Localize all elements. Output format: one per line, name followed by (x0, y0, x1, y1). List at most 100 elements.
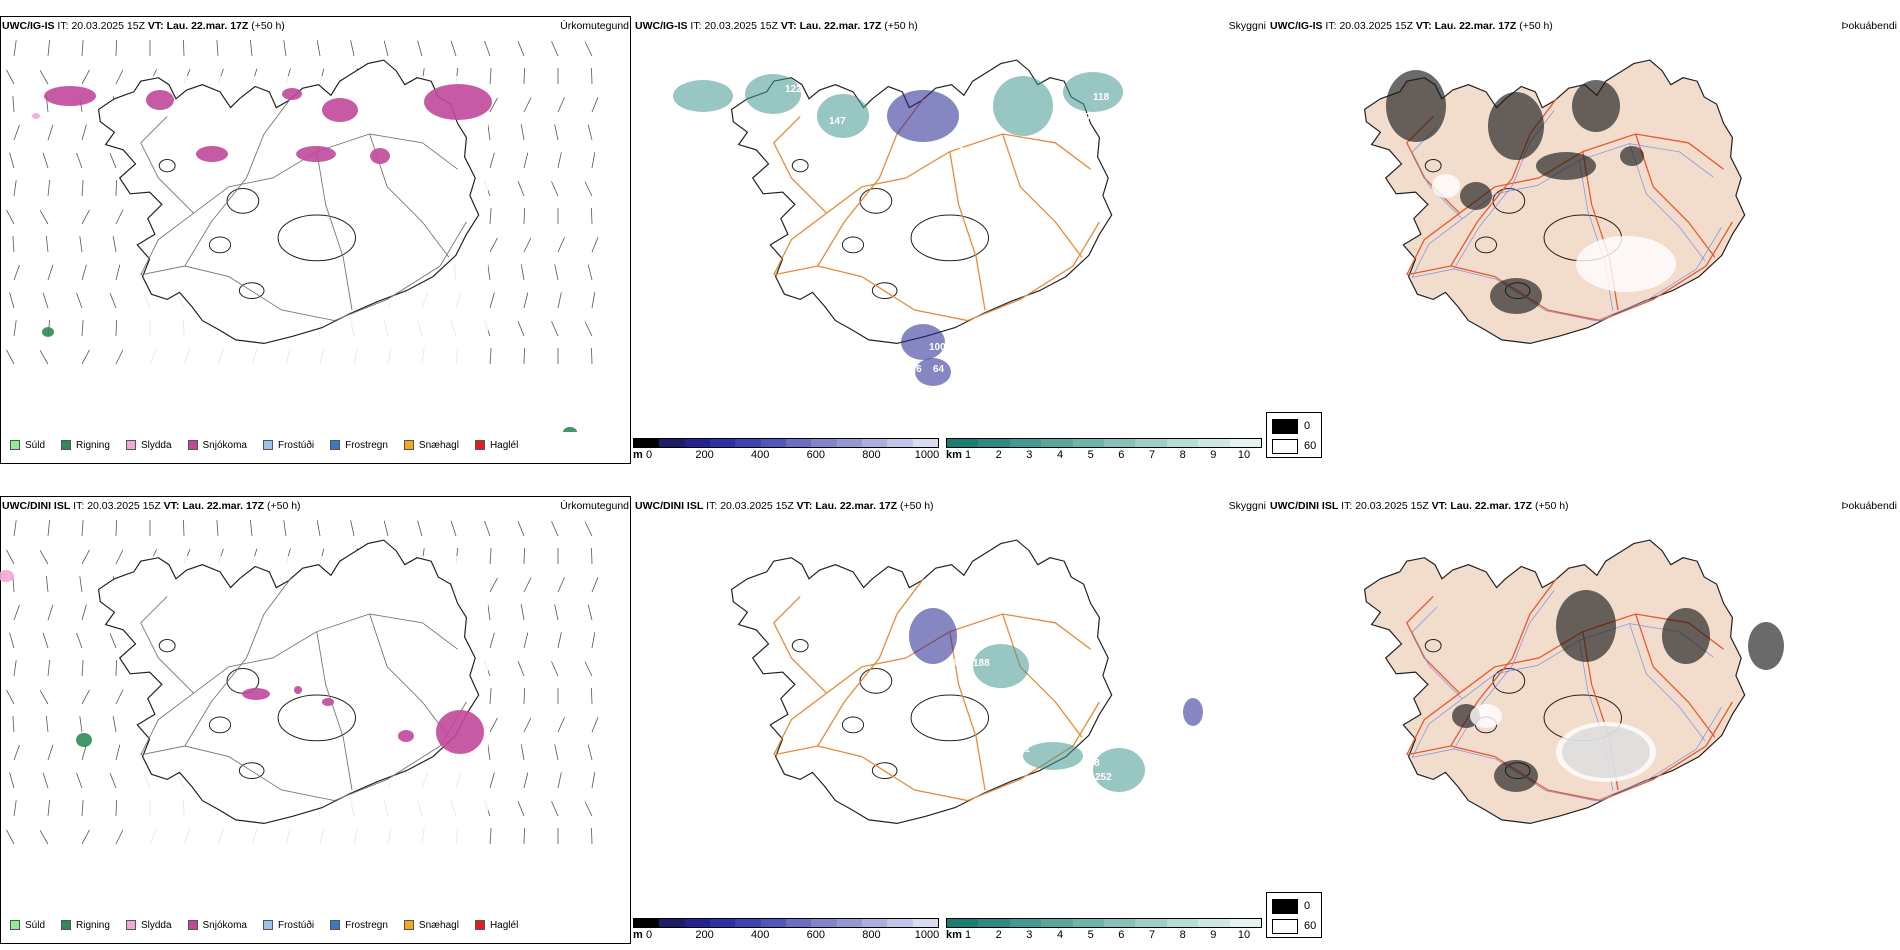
fog-legend-high: 0 (1304, 420, 1311, 432)
colorbar-tick-label: 9 (1210, 449, 1217, 461)
glacier-outline (1474, 236, 1498, 254)
low-visibility-area (915, 358, 951, 386)
fog-legend-low: 60 (1304, 920, 1317, 932)
colorbar-segment (1104, 439, 1136, 447)
wind-barb (520, 124, 525, 141)
fog-panel-row2: UWC/DINI ISL IT: 20.03.2025 15Z VT: Lau.… (1266, 480, 1900, 946)
wind-barb (6, 69, 15, 85)
wind-barb (115, 829, 124, 845)
iceland-coastline (1363, 539, 1746, 825)
wind-barb (489, 97, 498, 113)
fog-index-area (1488, 92, 1544, 160)
wind-barb (45, 716, 49, 733)
visibility-map: 122 147 130 165 118 180 172 105 100 126 64 0 (673, 59, 1162, 399)
wind-barb (383, 520, 389, 537)
colorbar-tick-label: 0 (645, 449, 653, 461)
glacier-outline (871, 282, 898, 300)
colorbar-strip (633, 918, 939, 928)
colorbar-segment (1072, 919, 1105, 927)
wind-barb (115, 549, 124, 565)
road-line (949, 151, 986, 311)
wind-barb (112, 236, 117, 253)
legend-item: Frostregn (330, 920, 388, 931)
wind-barb (249, 520, 253, 537)
colorbar-segment (760, 919, 786, 927)
wind-barb (551, 321, 559, 337)
colorbar-segment (811, 439, 837, 447)
wind-barb (81, 660, 84, 677)
glacier-outline (226, 188, 260, 214)
colorbar-tick-label: 7 (1148, 449, 1156, 461)
fog-index-area (1556, 590, 1616, 662)
wind-barb (489, 688, 492, 705)
legend-item: Súld (10, 440, 45, 451)
road-line (1634, 133, 1716, 258)
colorbar-tick-label: 4 (1056, 929, 1064, 941)
wind-barb (584, 321, 593, 337)
legend-label: Snjókoma (202, 919, 247, 931)
wind-barb (81, 209, 90, 225)
legend-label: Súld (25, 439, 46, 451)
colorbar-tick-label: 9 (1210, 929, 1217, 941)
wind-barb (551, 801, 559, 817)
colorbar-tick-label: 0 (645, 929, 653, 941)
colorbar-tick-label: 5 (1087, 449, 1094, 461)
legend-label: Frostregn (345, 439, 388, 451)
station-value: 188 (973, 658, 990, 669)
road-line (817, 578, 924, 747)
wind-barb (489, 237, 498, 253)
legend-swatch (125, 440, 136, 450)
legend-item: Slydda (125, 440, 172, 451)
colorbar-segment (912, 439, 938, 447)
wind-barb (115, 69, 124, 85)
road-line (773, 595, 828, 694)
colorbar-segment (1198, 439, 1230, 447)
wind-barb (13, 800, 17, 817)
wind-barb (79, 716, 83, 733)
panel-title: UWC/IG-IS IT: 20.03.2025 15Z VT: Lau. 22… (1270, 20, 1553, 32)
legend-label: Snæhagl (418, 919, 459, 931)
sleet-area (0, 570, 14, 582)
wind-barb (523, 207, 525, 225)
wind-barb (517, 321, 525, 337)
wind-barb (47, 124, 54, 141)
wind-barb (79, 576, 83, 593)
wind-barb (591, 632, 596, 649)
legend-swatch (61, 440, 72, 450)
wind-barb (557, 772, 562, 789)
wind-barb (76, 632, 83, 649)
wind-barb (109, 633, 117, 649)
station-value: 168 (1083, 758, 1100, 769)
wind-barb (489, 348, 492, 365)
station-value: 252 (1095, 772, 1112, 783)
wind-barb (523, 67, 525, 85)
station-value: 105 (1079, 112, 1096, 123)
wind-barb (183, 519, 185, 537)
fog-index-area (1494, 760, 1538, 792)
colorbar-tick-label: 3 (1026, 449, 1033, 461)
snow-area (196, 146, 228, 162)
glacier-outline (910, 214, 990, 262)
colorbar-ticks: km 1 2 3 4 5 6 7 8 9 10 (946, 928, 1262, 942)
colorbar-segment (887, 919, 913, 927)
wind-barb (81, 744, 87, 761)
sleet-area (32, 113, 40, 119)
colorbar-segment (634, 919, 660, 927)
snow-area (436, 710, 484, 754)
precip-map (0, 519, 599, 846)
wind-barb (115, 179, 117, 197)
road-line (369, 613, 450, 738)
wind-barb (81, 520, 84, 537)
colorbar-unit: km (946, 449, 962, 461)
wind-barb (591, 67, 593, 85)
wind-barb (47, 800, 51, 817)
river-line (1629, 623, 1706, 741)
road-line (140, 221, 467, 322)
wind-barb (450, 520, 457, 537)
station-value: 21 (1019, 744, 1031, 755)
station-value: 165 (1105, 118, 1122, 129)
panel-title: UWC/IG-IS IT: 20.03.2025 15Z VT: Lau. 22… (635, 20, 918, 32)
legend-item: Haglél (474, 920, 518, 931)
precip-panel-row1: UWC/IG-IS IT: 20.03.2025 15Z VT: Lau. 22… (0, 0, 633, 466)
wind-barb (523, 632, 529, 649)
